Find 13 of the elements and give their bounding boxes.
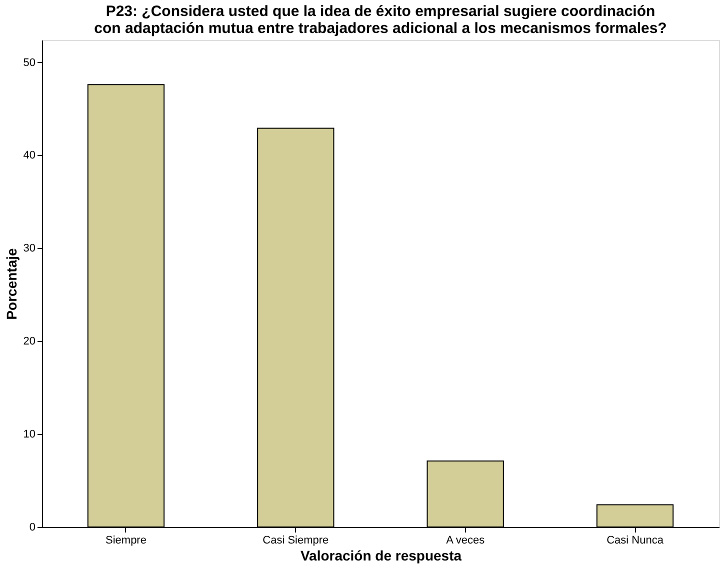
y-tick-label: 20 <box>23 336 36 348</box>
y-tick-label: 30 <box>23 242 36 255</box>
x-tick-label: A veces <box>446 534 486 546</box>
chart-title: P23: ¿Considera usted que la idea de éxito empresarial sugiere coordinación con adaptación mutua entre trabajadores adicional a los mecanismos formales? <box>94 3 667 37</box>
x-axis-title: Valoración de respuesta <box>300 548 462 564</box>
y-tick-label: 40 <box>23 150 36 162</box>
y-tick-label: 10 <box>23 428 36 441</box>
y-tick-label: 0 <box>29 522 36 534</box>
y-tick-label: 50 <box>23 56 36 69</box>
x-tick-label: Siempre <box>106 534 146 546</box>
x-tick-label: Casi Siempre <box>262 534 329 546</box>
x-tick-label: Casi Nunca <box>606 534 664 546</box>
y-axis-title: Porcentaje <box>3 248 20 320</box>
